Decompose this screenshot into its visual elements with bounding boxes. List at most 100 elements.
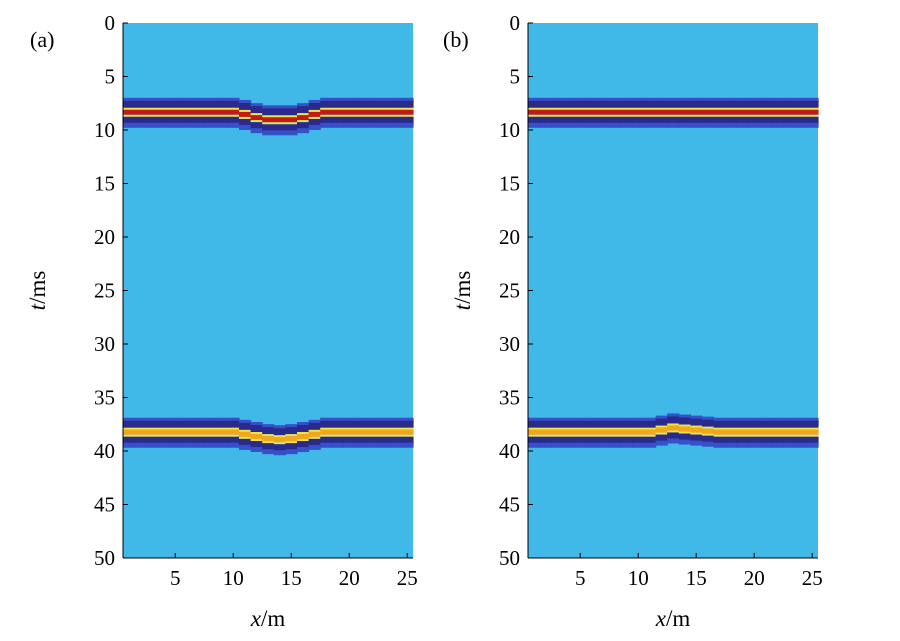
event-band	[215, 427, 228, 430]
event-band	[239, 429, 252, 432]
y-tick-label: 5	[510, 65, 521, 89]
event-1	[123, 97, 414, 136]
event-band	[678, 414, 691, 420]
event-band	[157, 436, 170, 445]
event-band	[169, 107, 182, 110]
y-axis-label: t/ms	[450, 271, 475, 311]
event-band	[620, 122, 633, 128]
event-band	[690, 107, 703, 110]
event-band	[215, 420, 228, 428]
event-band	[169, 434, 182, 437]
event-band	[644, 417, 657, 423]
event-band	[562, 417, 575, 423]
event-band	[308, 444, 321, 450]
event-band	[355, 122, 368, 128]
event-band	[146, 420, 159, 428]
event-band	[123, 417, 136, 423]
event-band	[227, 427, 240, 430]
event-band	[551, 434, 564, 437]
event-band	[227, 109, 240, 115]
event-band	[239, 99, 252, 105]
event-band	[725, 116, 738, 125]
event-band	[215, 436, 228, 445]
event-band	[343, 420, 356, 428]
event-band	[262, 427, 275, 435]
event-band	[401, 100, 414, 108]
y-tick-label: 25	[499, 279, 520, 303]
event-band	[597, 427, 610, 430]
event-band	[123, 434, 136, 437]
event-band	[597, 436, 610, 445]
event-band	[134, 122, 147, 128]
event-band	[343, 107, 356, 110]
event-band	[667, 100, 680, 108]
event-band	[204, 417, 217, 423]
event-band	[667, 423, 680, 426]
event-band	[215, 100, 228, 108]
event-band	[794, 109, 807, 115]
event-band	[539, 427, 552, 430]
event-band	[551, 429, 564, 435]
event-band	[551, 122, 564, 128]
event-band	[632, 417, 645, 423]
event-band	[632, 442, 645, 448]
event-band	[401, 116, 414, 125]
event-band	[632, 429, 645, 435]
event-band	[586, 436, 599, 445]
event-band	[134, 427, 147, 430]
event-band	[702, 114, 715, 117]
event-band	[539, 417, 552, 423]
event-band	[586, 427, 599, 430]
event-band	[320, 442, 333, 448]
event-band	[713, 429, 726, 435]
event-band	[273, 444, 286, 453]
event-band	[273, 425, 286, 431]
event-band	[586, 429, 599, 435]
event-band	[308, 109, 321, 112]
y-tick-label: 5	[105, 65, 116, 89]
event-band	[574, 116, 587, 125]
event-band	[632, 122, 645, 128]
event-band	[343, 100, 356, 108]
event-band	[378, 417, 391, 423]
event-band	[748, 434, 761, 437]
event-band	[620, 420, 633, 428]
event-band	[771, 116, 784, 125]
event-band	[250, 120, 263, 123]
event-band	[378, 442, 391, 448]
event-band	[597, 109, 610, 115]
event-band	[308, 436, 321, 439]
event-band	[528, 114, 541, 117]
event-band	[146, 429, 159, 435]
event-band	[192, 109, 205, 115]
event-band	[250, 425, 263, 433]
event-band	[655, 100, 668, 108]
y-tick-label: 15	[94, 172, 115, 196]
event-band	[273, 435, 286, 438]
event-band	[204, 427, 217, 430]
event-band	[285, 434, 298, 437]
event-band	[146, 100, 159, 108]
event-band	[725, 97, 738, 103]
event-band	[320, 429, 333, 435]
x-tick-label: 10	[628, 566, 649, 590]
event-band	[389, 420, 402, 428]
event-band	[123, 100, 136, 108]
event-band	[597, 434, 610, 437]
event-band	[760, 434, 773, 437]
event-band	[157, 97, 170, 103]
event-band	[551, 109, 564, 115]
y-tick-label: 10	[499, 118, 520, 142]
event-band	[713, 97, 726, 103]
event-band	[157, 434, 170, 437]
event-band	[378, 427, 391, 430]
event-band	[574, 442, 587, 448]
event-band	[771, 436, 784, 445]
event-band	[146, 97, 159, 103]
event-band	[378, 434, 391, 437]
event-band	[273, 428, 286, 436]
event-band	[783, 442, 796, 448]
event-band	[806, 434, 819, 437]
event-band	[736, 436, 749, 445]
x-tick-label: 25	[397, 566, 418, 590]
